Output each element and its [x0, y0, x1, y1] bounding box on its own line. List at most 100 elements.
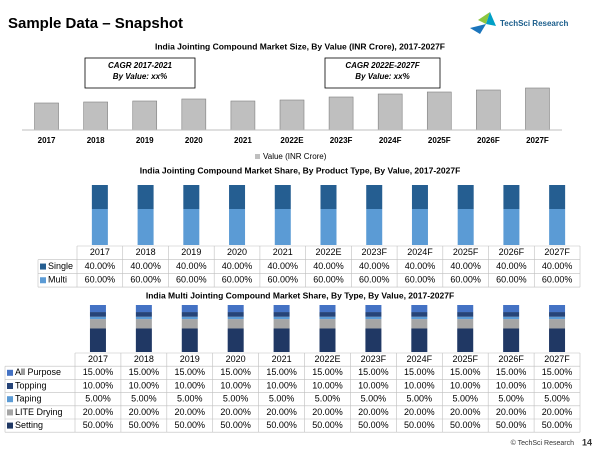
bar-segment — [274, 185, 291, 209]
bar-segment — [365, 319, 382, 329]
table-cell: 10.00% — [129, 380, 160, 390]
legend-swatch — [7, 396, 13, 403]
bar-segment — [549, 185, 566, 209]
bar-segment — [227, 319, 244, 329]
bar — [426, 91, 452, 131]
bar-segment — [411, 185, 428, 209]
bar-segment — [503, 305, 520, 313]
table-header: 2019 — [181, 247, 201, 257]
x-tick-label: 2017 — [38, 136, 56, 145]
table-cell: 5.00% — [361, 394, 387, 404]
table-cell: 10.00% — [358, 380, 389, 390]
bar-segment — [549, 305, 566, 313]
bar-segment — [273, 305, 290, 313]
bar-segment — [89, 312, 106, 317]
table-header: 2017 — [90, 247, 110, 257]
bar-segment — [229, 185, 246, 209]
bar-segment — [549, 319, 566, 329]
table-header: 2024F — [407, 247, 433, 257]
table-cell: 5.00% — [131, 394, 157, 404]
bar-segment — [273, 316, 290, 320]
bar-segment — [273, 328, 290, 352]
bar-segment — [366, 185, 383, 209]
table-cell: 50.00% — [542, 420, 573, 430]
table-cell: 20.00% — [542, 407, 573, 417]
bar-segment — [411, 319, 428, 329]
bar-segment — [319, 312, 336, 317]
bar — [328, 96, 354, 131]
bar — [476, 89, 501, 131]
table-cell: 40.00% — [268, 261, 299, 271]
bar-segment — [457, 319, 474, 329]
table-header: 2018 — [134, 354, 154, 364]
legend-label: LITE Drying — [15, 407, 63, 417]
annotation-title: CAGR 2022E-2027F — [345, 61, 420, 70]
bar-segment — [89, 328, 106, 352]
annotation-text: By Value: xx% — [355, 72, 409, 81]
table-header: 2020 — [226, 354, 246, 364]
bar-segment — [503, 316, 520, 320]
bar-segment — [227, 316, 244, 320]
table-cell: 20.00% — [83, 407, 114, 417]
table-cell: 60.00% — [268, 275, 299, 285]
legend-label: Taping — [15, 394, 42, 404]
bar-segment — [503, 209, 520, 245]
table-cell: 10.00% — [404, 380, 435, 390]
legend-swatch — [40, 277, 46, 284]
bar-segment — [319, 305, 336, 313]
bar-segment — [365, 312, 382, 317]
table-cell: 50.00% — [175, 420, 206, 430]
table-cell: 40.00% — [542, 261, 573, 271]
table-cell: 10.00% — [496, 380, 527, 390]
bar-segment — [135, 305, 152, 313]
bar-segment — [89, 305, 106, 313]
table-cell: 60.00% — [130, 275, 161, 285]
table-cell: 20.00% — [175, 407, 206, 417]
bar-segment — [457, 328, 474, 352]
bar-segment — [319, 328, 336, 352]
table-header: 2017 — [88, 354, 108, 364]
annotation-text: By Value: xx% — [113, 72, 167, 81]
table-cell: 40.00% — [313, 261, 344, 271]
bar-segment — [503, 312, 520, 317]
bar-segment — [135, 328, 152, 352]
bar-segment — [319, 319, 336, 329]
legend-label: Value (INR Crore) — [263, 152, 327, 161]
table-cell: 50.00% — [496, 420, 527, 430]
table-cell: 60.00% — [176, 275, 207, 285]
legend-swatch — [7, 369, 13, 376]
table-cell: 40.00% — [496, 261, 527, 271]
table-header: 2022E — [315, 247, 341, 257]
chart-title: India Jointing Compound Market Share, By… — [140, 165, 461, 175]
table-cell: 60.00% — [313, 275, 344, 285]
chart-title: India Jointing Compound Market Size, By … — [155, 41, 445, 51]
table-cell: 50.00% — [220, 420, 251, 430]
table-cell: 5.00% — [315, 394, 341, 404]
table-cell: 10.00% — [266, 380, 297, 390]
bar-segment — [135, 316, 152, 320]
bar-segment — [227, 305, 244, 313]
bar-segment — [503, 185, 520, 209]
table-header: 2019 — [180, 354, 200, 364]
bar — [230, 100, 256, 131]
bar-segment — [227, 312, 244, 317]
table-cell: 40.00% — [450, 261, 481, 271]
bar-segment — [411, 312, 428, 317]
bar-segment — [181, 328, 198, 352]
legend-label: All Purpose — [15, 367, 61, 377]
table-cell: 40.00% — [405, 261, 436, 271]
bar-segment — [183, 209, 200, 245]
table-header: 2026F — [499, 247, 525, 257]
bar — [181, 98, 207, 131]
table-cell: 15.00% — [404, 367, 435, 377]
bar-segment — [457, 305, 474, 313]
table-cell: 10.00% — [220, 380, 251, 390]
bar-segment — [320, 209, 337, 245]
bar-segment — [366, 209, 383, 245]
table-cell: 60.00% — [450, 275, 481, 285]
x-tick-label: 2021 — [234, 136, 252, 145]
table-header: 2025F — [452, 354, 478, 364]
table-cell: 5.00% — [498, 394, 524, 404]
bar-segment — [365, 316, 382, 320]
table-header: 2024F — [407, 354, 433, 364]
